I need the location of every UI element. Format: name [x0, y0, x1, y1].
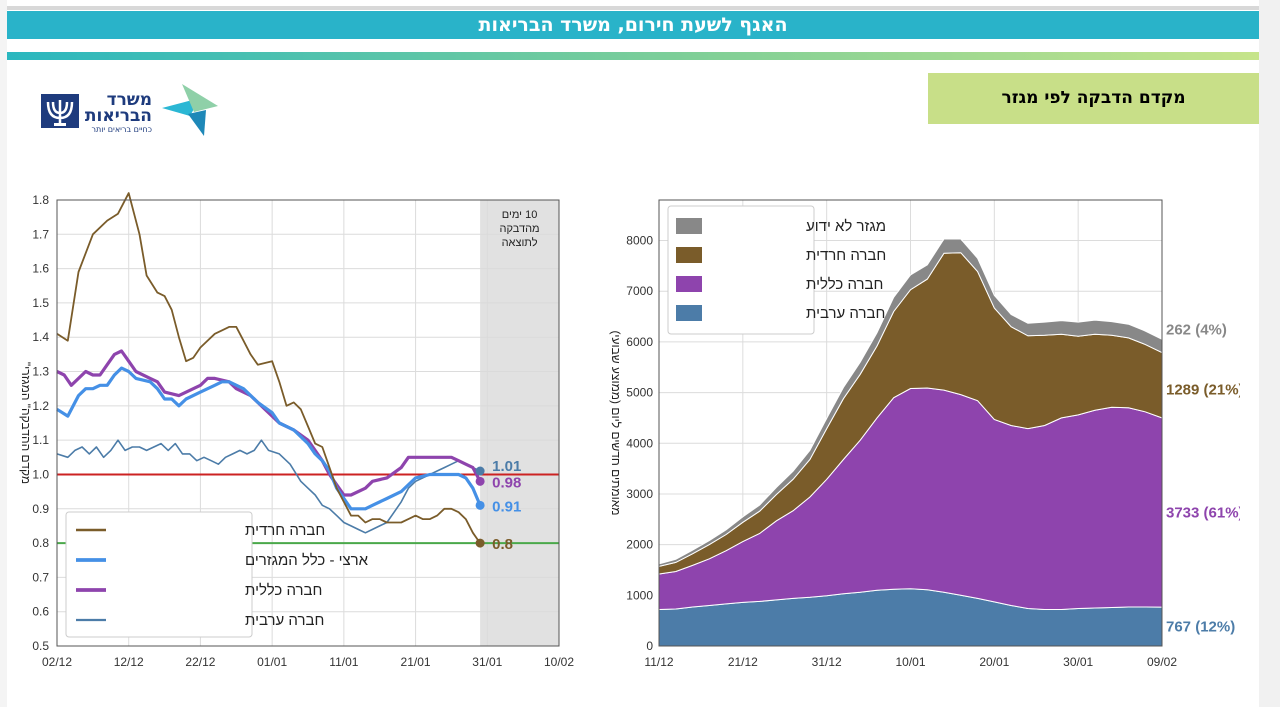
x-tick-label: 21/12 — [728, 655, 758, 669]
rt-line-chart: 10 ימים מהדבקה לתוצאה 0.8 0.91 0.981.01 0.5 0… — [19, 192, 574, 669]
lag-region-label: 10 ימים מהדבקה לתוצאה — [499, 209, 539, 249]
y-tick-label: 1.2 — [32, 399, 49, 413]
y-tick-label: 0.5 — [32, 639, 49, 653]
x-tick-label: 12/12 — [114, 655, 144, 669]
x-tick-label: 10/01 — [895, 655, 925, 669]
legend-label: מגזר לא ידוע — [806, 218, 886, 235]
y-axis-label: "מקדם ההדבקה" המגזרי — [19, 362, 33, 484]
series-end-label: 0.91 — [492, 498, 521, 515]
series-end-point — [475, 466, 485, 476]
y-tick-label: 0.6 — [32, 605, 49, 619]
page-header: האגף לשעת חירום, משרד הבריאות — [7, 11, 1259, 39]
x-tick-label: 02/12 — [42, 655, 72, 669]
y-tick-label: 4000 — [626, 436, 653, 450]
legend-label: חברה ערבית — [806, 305, 885, 322]
y-tick-label: 8000 — [626, 234, 653, 248]
y-tick-label: 6000 — [626, 335, 653, 349]
y-tick-label: 3000 — [626, 487, 653, 501]
series-end-point — [475, 500, 485, 510]
series-end-label: 262 (4%) — [1166, 321, 1227, 338]
y-tick-label: 0.9 — [32, 502, 49, 516]
y-tick-label: 1.8 — [32, 193, 49, 207]
y-tick-label: 1.6 — [32, 262, 49, 276]
legend-swatch — [676, 247, 702, 263]
section-title: מקדם הדבקה לפי מגזר — [928, 73, 1259, 124]
logo-tagline: כחיים בריאים יותר — [91, 125, 152, 134]
series-end-label: 0.8 — [492, 536, 513, 553]
x-tick-label: 22/12 — [185, 655, 215, 669]
y-tick-label: 1.0 — [32, 467, 49, 481]
y-tick-label: 1.7 — [32, 227, 49, 241]
x-tick-label: 09/02 — [1147, 655, 1177, 669]
series-end-point — [475, 538, 485, 548]
x-tick-label: 01/01 — [257, 655, 287, 669]
plot-border — [658, 199, 1163, 647]
legend-swatch — [676, 276, 702, 292]
x-tick-label: 20/01 — [979, 655, 1009, 669]
y-tick-label: 0.8 — [32, 536, 49, 550]
y-tick-label: 5000 — [626, 386, 653, 400]
right-edge — [1259, 0, 1280, 707]
y-tick-label: 1.3 — [32, 365, 49, 379]
y-tick-label: 1.5 — [32, 296, 49, 310]
series-end-label: 0.98 — [492, 474, 521, 491]
y-tick-label: 2000 — [626, 538, 653, 552]
y-tick-label: 1.4 — [32, 330, 49, 344]
menorah-icon — [41, 94, 79, 128]
x-tick-label: 31/12 — [812, 655, 842, 669]
legend-box — [65, 511, 253, 638]
lag-shaded-region — [480, 200, 559, 646]
x-tick-label: 10/02 — [544, 655, 574, 669]
ministry-logo: משרד הבריאות כחיים בריאים יותר — [40, 82, 220, 140]
series-end-label: 1289 (21%) — [1166, 381, 1240, 398]
y-tick-label: 0.7 — [32, 570, 49, 584]
legend-box — [667, 205, 815, 335]
top-divider — [7, 6, 1259, 10]
y-tick-label: 0 — [646, 639, 653, 653]
x-tick-label: 11/01 — [329, 655, 358, 669]
legend-label: חברה כללית — [806, 276, 883, 293]
logo-line2: הבריאות — [84, 106, 152, 126]
legend-label: חברה חרדית — [806, 247, 886, 264]
left-edge — [0, 0, 7, 707]
x-tick-label: 21/01 — [401, 655, 431, 669]
y-axis-label: מאומתים חדשים ליום (ממוצע שבועי) — [609, 330, 623, 515]
x-tick-label: 30/01 — [1063, 655, 1093, 669]
cases-area-chart: 767 (12%) 3733 (61%) 1289 (21%) 262 (4%) 0 1… — [609, 199, 1240, 669]
legend-label: ארצי - כלל המגזרים — [245, 552, 369, 569]
logo-line1: משרד — [106, 90, 152, 110]
x-tick-label: 11/12 — [644, 655, 673, 669]
gradient-stripe — [7, 52, 1259, 60]
plot-border — [56, 199, 560, 647]
y-tick-label: 1.1 — [32, 433, 49, 447]
series-line-haredi — [56, 192, 481, 544]
series-end-label: 3733 (61%) — [1166, 505, 1240, 522]
y-tick-label: 7000 — [626, 284, 653, 298]
series-line-arab — [56, 439, 481, 534]
series-line-national — [56, 366, 482, 511]
legend-label: חברה חרדית — [245, 522, 325, 539]
y-tick-label: 1000 — [626, 588, 653, 602]
legend-label: חברה כללית — [245, 582, 322, 599]
bird-logo-icon — [162, 84, 218, 136]
series-end-point — [475, 476, 485, 486]
series-end-label: 767 (12%) — [1166, 619, 1235, 636]
x-tick-label: 31/01 — [472, 655, 502, 669]
legend-swatch — [676, 305, 702, 321]
legend-label: חברה ערבית — [245, 612, 324, 629]
legend-swatch — [676, 218, 702, 234]
series-end-label: 1.01 — [492, 458, 521, 475]
